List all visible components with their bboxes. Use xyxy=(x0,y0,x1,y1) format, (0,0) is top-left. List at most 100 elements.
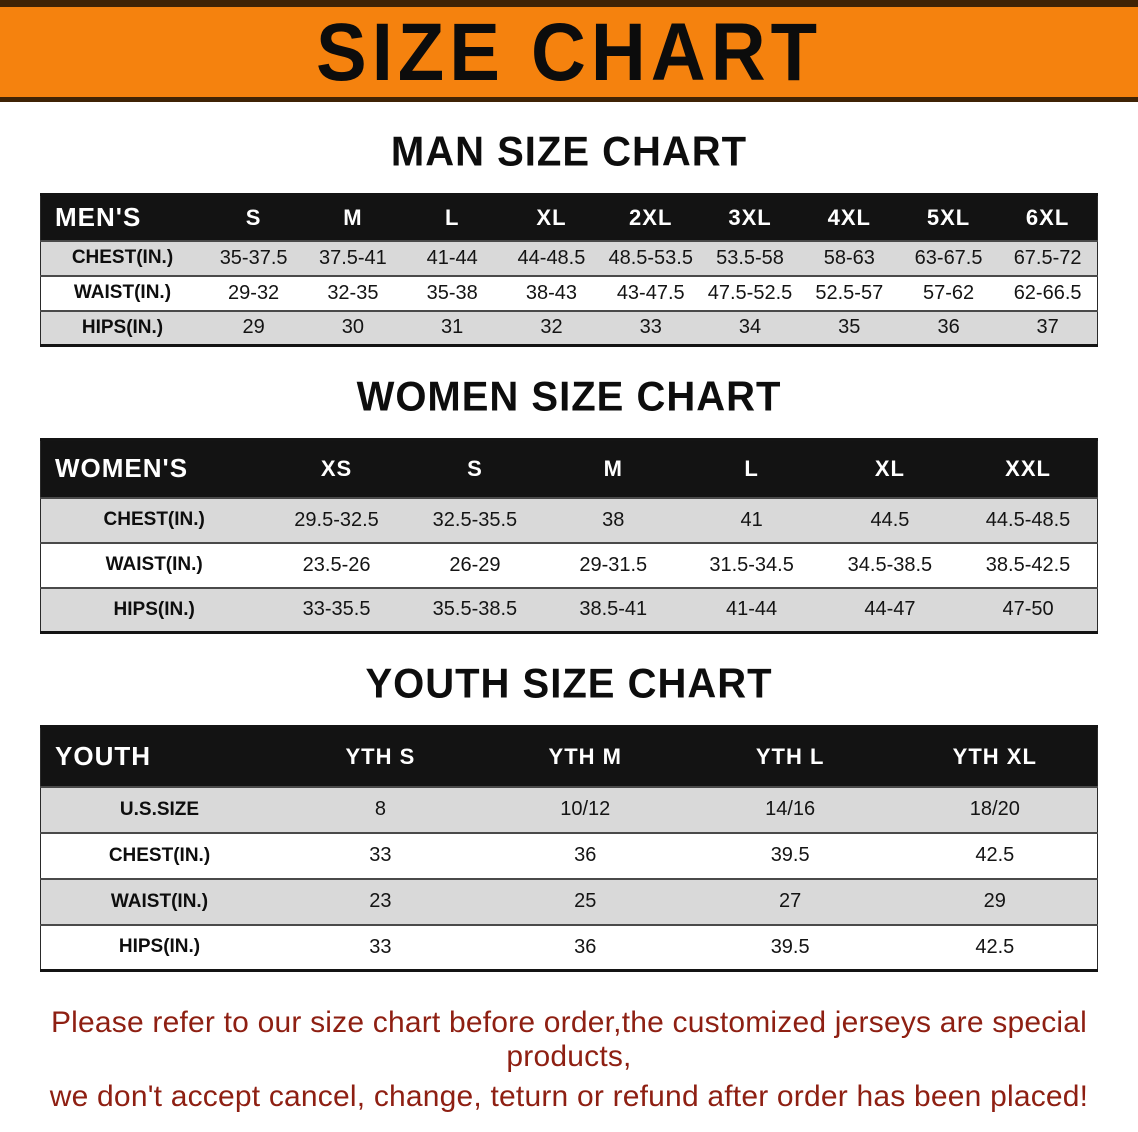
size-column-header: L xyxy=(402,194,502,241)
size-column-header: 4XL xyxy=(799,194,899,241)
size-chart-banner: SIZE CHART xyxy=(0,0,1138,102)
table-header-row: YOUTH YTH S YTH M YTH L YTH XL xyxy=(40,726,1098,787)
youth-section-title: YOUTH SIZE CHART xyxy=(365,660,773,708)
size-value: 32 xyxy=(540,316,563,339)
size-value: 33-35.5 xyxy=(302,598,371,621)
footer-notice: Please refer to our size chart before or… xyxy=(14,1006,1124,1114)
table-row: CHEST(IN.) 35-37.5 37.5-41 41-44 44-48.5 48.5… xyxy=(40,240,1098,276)
size-value: 26-29 xyxy=(449,553,501,576)
table-header-row: WOMEN'S XS S M L XL XXL xyxy=(40,439,1098,498)
size-table: WOMEN'S XS S M L XL XXL CHEST(IN.) 29.5-32.5 32.5… xyxy=(40,438,1098,634)
size-value: 41-44 xyxy=(426,246,478,269)
size-column-header: 6XL xyxy=(998,194,1098,241)
size-value: 37.5-41 xyxy=(318,246,387,269)
size-table: MEN'S S M L XL 2XL 3XL 4XL 5XL 6XL CHEST(IN.) 35-37… xyxy=(40,193,1098,347)
size-value: 36 xyxy=(937,316,960,339)
size-value: 38 xyxy=(602,508,625,531)
table-corner-label: YOUTH xyxy=(40,726,278,787)
table-row: U.S.SIZE 8 10/12 14/16 18/20 xyxy=(40,786,1098,833)
size-column-header: 5XL xyxy=(898,194,999,241)
size-value: 32.5-35.5 xyxy=(432,508,518,531)
footer-notice-line: Please refer to our size chart before or… xyxy=(50,1006,1088,1073)
size-value: 37 xyxy=(1036,316,1059,339)
size-value: 57-62 xyxy=(923,281,975,304)
table-corner-label: MEN'S xyxy=(40,194,204,241)
size-value: 23.5-26 xyxy=(302,553,371,576)
size-value: 33 xyxy=(369,935,392,958)
size-column-header: YTH M xyxy=(482,726,688,787)
size-value: 29.5-32.5 xyxy=(294,508,379,531)
size-value: 39.5 xyxy=(770,935,810,958)
size-column-header: YTH XL xyxy=(892,726,1098,787)
women-section-title: WOMEN SIZE CHART xyxy=(356,373,782,421)
size-value: 38.5-41 xyxy=(579,598,648,621)
size-column-header: XS xyxy=(267,439,406,498)
size-value: 47-50 xyxy=(1002,598,1054,621)
size-column-header: 3XL xyxy=(700,194,800,241)
size-value: 39.5 xyxy=(770,844,810,866)
men-size-table-container: MEN'S S M L XL 2XL 3XL 4XL 5XL 6XL CHEST(IN.) 35-37… xyxy=(40,193,1098,347)
size-value: 44.5-48.5 xyxy=(985,508,1071,531)
table-row: WAIST(IN.) 23.5-26 26-29 29-31.5 31.5-34.5 34… xyxy=(40,542,1098,588)
size-value: 62-66.5 xyxy=(1013,281,1082,304)
women-size-table-container: WOMEN'S XS S M L XL XXL CHEST(IN.) 29.5-32.5 32.5… xyxy=(40,438,1098,634)
size-value: 38.5-42.5 xyxy=(985,553,1071,576)
size-value: 30 xyxy=(341,316,365,339)
size-column-header: YTH S xyxy=(277,726,483,787)
size-column-header: L xyxy=(682,439,821,498)
size-value: 14/16 xyxy=(765,798,816,820)
table-row: CHEST(IN.) 33 36 39.5 42.5 xyxy=(40,832,1098,879)
size-value: 63-67.5 xyxy=(914,246,983,269)
size-column-header: XL xyxy=(501,194,602,241)
size-value: 44.5 xyxy=(870,508,910,531)
row-label: WAIST(IN.) xyxy=(73,282,172,303)
size-value: 33 xyxy=(639,316,662,339)
table-row: HIPS(IN.) 33 36 39.5 42.5 xyxy=(40,924,1098,971)
size-value: 42.5 xyxy=(975,844,1015,866)
size-value: 47.5-52.5 xyxy=(707,281,793,304)
size-value: 10/12 xyxy=(560,798,611,820)
row-label: HIPS(IN.) xyxy=(81,316,164,338)
size-column-header: M xyxy=(544,439,683,498)
size-value: 31 xyxy=(441,316,464,339)
size-value: 41-44 xyxy=(726,598,778,621)
size-value: 58-63 xyxy=(823,246,875,269)
table-row: WAIST(IN.) 29-32 32-35 35-38 38-43 43-47.5 47.… xyxy=(40,275,1098,311)
size-value: 44-48.5 xyxy=(517,246,586,269)
size-value: 35.5-38.5 xyxy=(432,598,518,621)
size-value: 23 xyxy=(369,890,392,912)
size-value: 35-38 xyxy=(426,281,478,304)
size-value: 38-43 xyxy=(525,281,578,304)
size-value: 27 xyxy=(779,890,802,912)
table-row: HIPS(IN.) 29 30 31 32 33 34 35 36 37 xyxy=(40,310,1098,346)
size-value: 33 xyxy=(369,844,392,866)
table-corner-label: WOMEN'S xyxy=(40,439,268,498)
size-column-header: 2XL xyxy=(601,194,701,241)
women-size-section: WOMEN SIZE CHART WOMEN'S XS S M L XL XXL CHEST(… xyxy=(0,373,1138,634)
footer-notice-line: we don't accept cancel, change, teturn o… xyxy=(49,1080,1089,1113)
youth-size-table-container: YOUTH YTH S YTH M YTH L YTH XL U.S.SIZE 8 10/12… xyxy=(40,725,1098,972)
row-label: U.S.SIZE xyxy=(119,798,200,820)
size-value: 42.5 xyxy=(975,935,1015,958)
table-header-row: MEN'S S M L XL 2XL 3XL 4XL 5XL 6XL xyxy=(40,194,1098,241)
men-size-section: MAN SIZE CHART MEN'S S M L XL 2XL 3XL 4XL 5XL 6XL… xyxy=(0,128,1138,347)
men-section-title: MAN SIZE CHART xyxy=(390,128,748,176)
size-value: 43-47.5 xyxy=(616,281,685,304)
size-column-header: S xyxy=(405,439,545,498)
table-row: WAIST(IN.) 23 25 27 29 xyxy=(40,878,1098,925)
size-value: 29-32 xyxy=(228,281,280,304)
size-value: 18/20 xyxy=(969,798,1020,820)
size-value: 34 xyxy=(738,316,762,339)
size-value: 36 xyxy=(574,935,597,958)
size-column-header: YTH L xyxy=(687,726,893,787)
size-column-header: XL xyxy=(820,439,960,498)
size-column-header: XXL xyxy=(959,439,1098,498)
row-label: HIPS(IN.) xyxy=(113,598,195,620)
size-value: 31.5-34.5 xyxy=(709,553,794,576)
size-value: 35-37.5 xyxy=(219,246,288,269)
size-value: 25 xyxy=(574,890,597,912)
size-value: 32-35 xyxy=(327,281,379,304)
size-value: 29-31.5 xyxy=(579,553,648,576)
youth-size-section: YOUTH SIZE CHART YOUTH YTH S YTH M YTH L YTH… xyxy=(0,660,1138,972)
size-value: 44-47 xyxy=(864,598,916,621)
